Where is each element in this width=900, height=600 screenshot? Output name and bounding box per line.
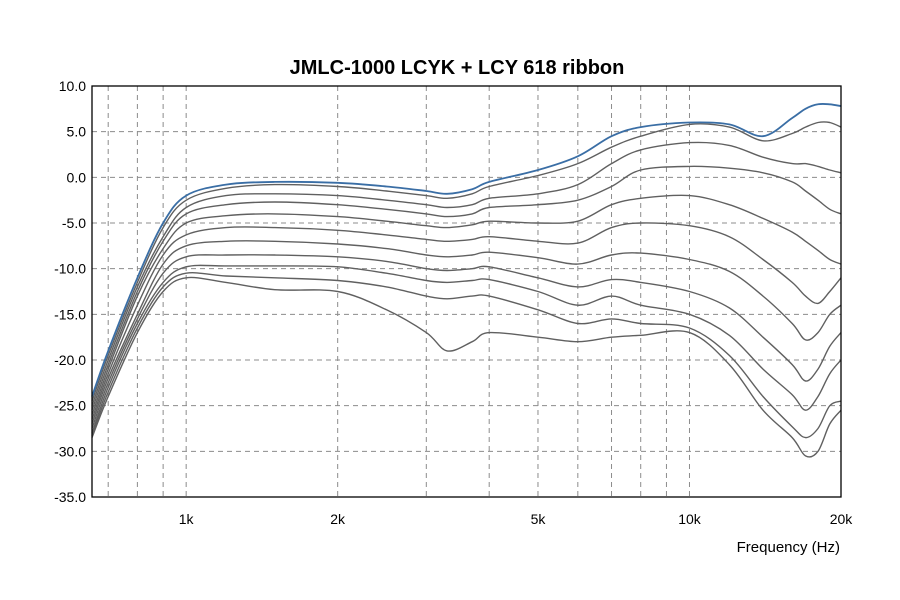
y-tick-label: 0.0 [67,169,87,185]
y-tick-label: -15.0 [54,306,86,322]
y-axis-ticks: 10.0 5.0 0.0 -5.0 -10.0 -15.0 -20.0 -25.0 -30.0 -… [54,78,86,505]
chart-title: JMLC-1000 LCYK + LCY 618 ribbon [290,57,625,79]
y-tick-label: -30.0 [54,443,86,459]
response-curve-5 [91,194,842,416]
response-curve-6 [91,222,842,420]
x-axis-ticks: 1k 2k 5k 10k 20k [179,511,854,527]
x-tick-label: 2k [330,511,346,527]
response-curves [91,102,842,458]
y-tick-label: -10.0 [54,261,86,277]
response-curve-11 [91,276,842,458]
y-tick-label: -35.0 [54,489,86,505]
x-tick-label: 20k [830,511,854,527]
y-tick-label: -20.0 [54,352,86,368]
x-axis-label: Frequency (Hz) [737,539,840,556]
x-tick-label: 10k [678,511,702,527]
x-tick-label: 5k [531,511,547,527]
response-curve-7 [91,240,842,425]
y-tick-label: 10.0 [59,78,86,94]
response-curve-3 [91,141,842,406]
response-curve-10 [91,272,842,439]
response-curve-8 [91,254,842,429]
response-curve-2 [91,121,842,402]
response-curve-1 [91,102,842,397]
response-curve-4 [91,165,842,411]
response-curve-9 [91,264,842,434]
plot-frame [91,85,842,498]
y-tick-label: -25.0 [54,398,86,414]
grid [92,86,841,497]
y-tick-label: 5.0 [67,124,87,140]
x-tick-label: 1k [179,511,195,527]
y-tick-label: -5.0 [62,215,86,231]
